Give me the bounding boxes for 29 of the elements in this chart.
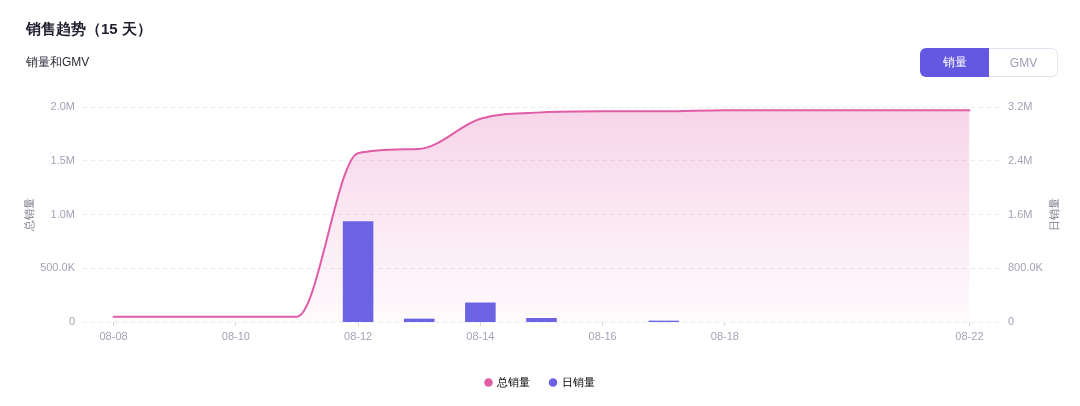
x-tick-label: 08-10 [221, 329, 250, 342]
y-tick-label: 0 [68, 315, 75, 328]
x-tick-label: 08-08 [99, 329, 128, 342]
text: GMV [1009, 55, 1038, 70]
legend-label: 日销量 [561, 375, 595, 388]
y2-tick-label: 0 [1008, 315, 1015, 328]
bar [403, 318, 435, 322]
y-tick-label: 1.0M [50, 207, 75, 220]
y2-tick-label: 1.6M [1008, 207, 1033, 220]
x-tick-label: 08-14 [466, 329, 495, 342]
legend-label: 总销量 [496, 375, 530, 388]
bar [342, 221, 374, 322]
text: 销量 [942, 54, 967, 71]
x-tick-label: 08-22 [955, 329, 984, 342]
y2-axis-title: 日销量 [1048, 198, 1061, 231]
y-axis-title: 总销量 [23, 198, 36, 232]
y-tick-label: 1.5M [50, 153, 75, 166]
x-tick-label: 08-16 [588, 329, 617, 342]
y2-tick-label: 800.0K [1008, 261, 1044, 274]
chart-title: 销售趋势（15 天） [26, 20, 152, 39]
x-tick-label: 08-18 [710, 329, 739, 342]
bar [526, 317, 557, 322]
y2-tick-label: 3.2M [1008, 100, 1033, 113]
y-tick-label: 2.0M [50, 100, 75, 113]
x-tick-label: 08-12 [344, 329, 373, 342]
chart-subtitle: 销量和GMV [26, 54, 90, 71]
bar [465, 302, 496, 322]
y2-tick-label: 2.4M [1008, 153, 1033, 166]
y-tick-label: 500.0K [40, 261, 76, 274]
